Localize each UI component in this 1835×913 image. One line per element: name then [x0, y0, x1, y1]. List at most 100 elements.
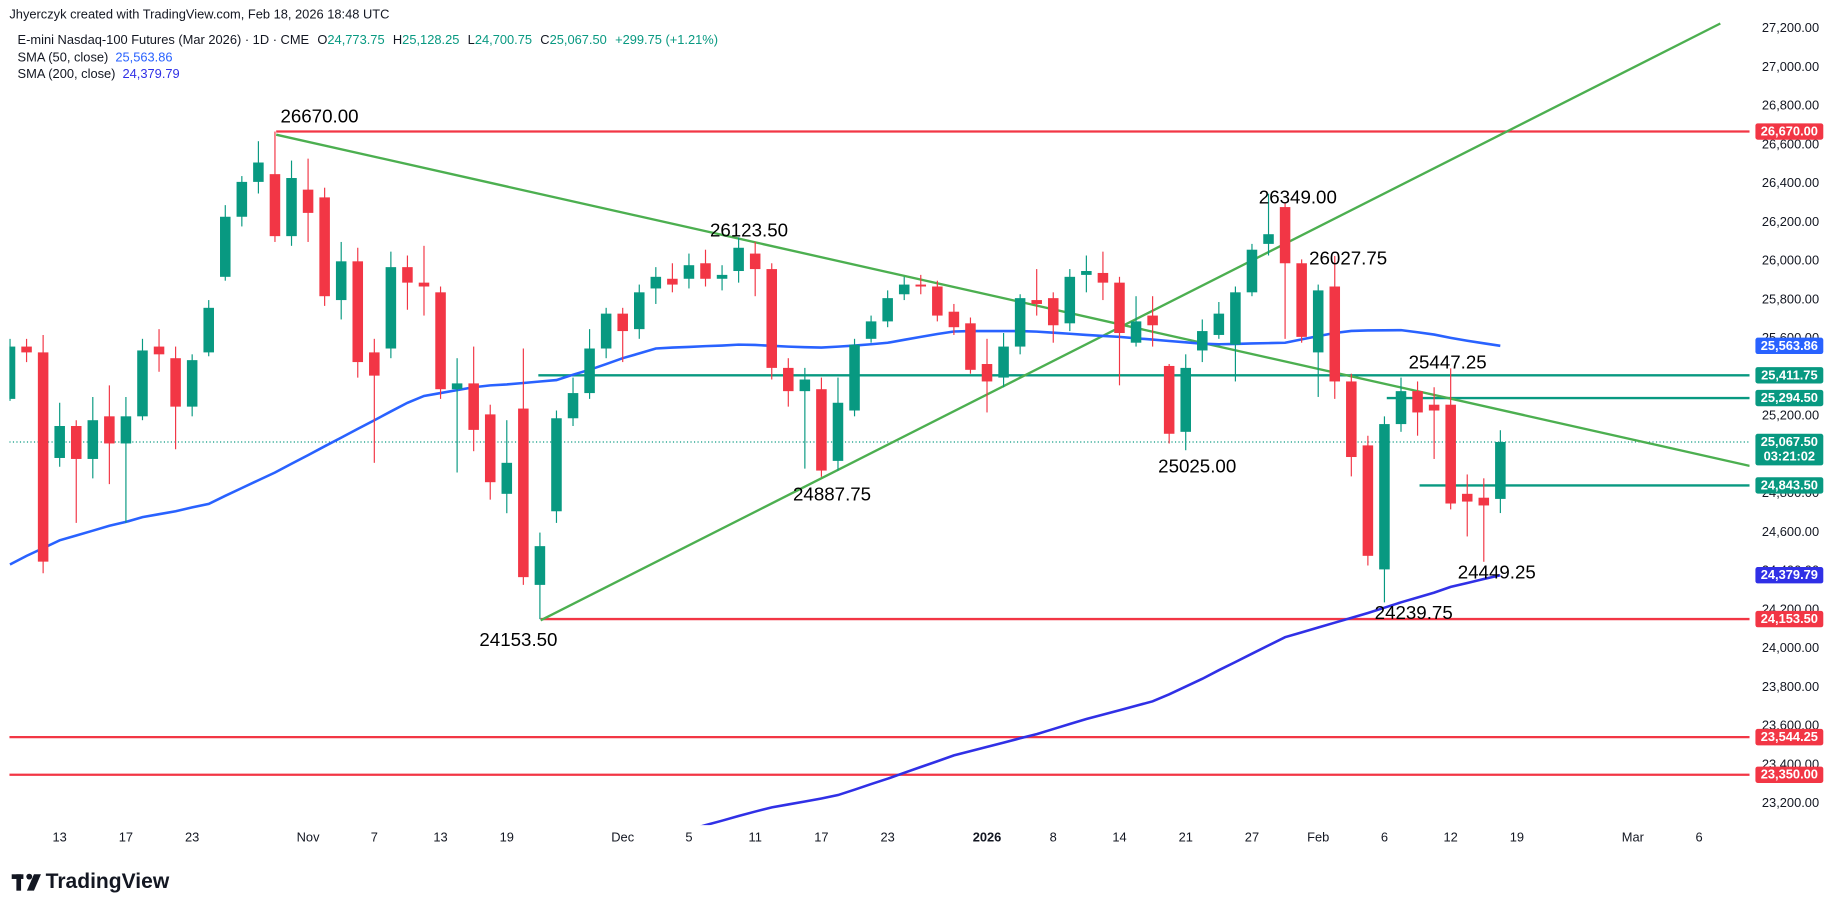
change: +299.75 (+1.21%)	[615, 32, 718, 47]
candle-body	[832, 402, 844, 461]
candle-body	[915, 284, 927, 287]
price-annotation: 24153.50	[479, 629, 557, 650]
sma-value: 24,379.79	[122, 66, 179, 81]
x-tick-label: 17	[814, 829, 828, 844]
candle-body	[418, 282, 430, 287]
x-tick-label: 6	[1695, 829, 1702, 844]
brand-logo: TradingView	[11, 870, 170, 893]
candle-body	[1428, 404, 1440, 411]
current-price-label: 25,067.50	[1761, 434, 1818, 449]
level-box	[1755, 766, 1824, 783]
price-annotation: 26670.00	[280, 105, 358, 126]
candle-body	[1263, 234, 1274, 244]
candle-body	[1064, 276, 1076, 324]
candle-body	[1362, 445, 1374, 556]
price-annotation: 24887.75	[793, 483, 871, 504]
x-tick-label: 23	[881, 829, 895, 844]
ohlc-value: 25,128.25	[402, 32, 459, 47]
candle-body	[220, 216, 231, 277]
candle-body	[468, 383, 479, 430]
x-tick-label: Feb	[1307, 829, 1329, 844]
price-annotation: 25447.25	[1409, 352, 1487, 373]
candle-body	[998, 346, 1009, 378]
current-price-box	[1755, 433, 1824, 466]
plot-area	[9, 22, 1750, 826]
candle-body	[170, 358, 181, 407]
candle-body	[567, 393, 579, 419]
x-tick-label: Nov	[297, 829, 320, 844]
y-tick-label: 26,000.00	[1762, 253, 1819, 268]
candle-body	[1147, 315, 1158, 326]
level-box	[1755, 389, 1824, 407]
price-annotation: 24449.25	[1458, 561, 1536, 582]
level-box	[1755, 610, 1824, 628]
ohlc-value: 25,067.50	[550, 32, 607, 47]
y-tick-label: 27,200.00	[1762, 20, 1819, 35]
y-tick-label: 23,200.00	[1762, 795, 1819, 810]
candle-body	[716, 274, 728, 279]
y-tick-label: 25,800.00	[1762, 291, 1819, 306]
ohlc-value: 24,773.75	[327, 32, 384, 47]
x-tick-label: 8	[1050, 829, 1057, 844]
candle-body	[799, 379, 811, 392]
x-tick-label: 2026	[973, 829, 1002, 844]
level-label: 24,153.50	[1761, 611, 1818, 626]
x-tick-label: 5	[685, 829, 692, 844]
x-tick-label: Mar	[1622, 829, 1645, 844]
candle-body	[369, 352, 380, 376]
candle-body	[965, 323, 976, 370]
candle-body	[667, 278, 678, 285]
candle-body	[766, 269, 778, 368]
credit: Jhyerczyk created with TradingView.com, …	[9, 7, 389, 22]
candle-body	[1097, 272, 1109, 283]
level-box	[1755, 123, 1824, 140]
trend-line	[540, 22, 1721, 622]
y-tick-label: 27,000.00	[1762, 59, 1819, 74]
candle-body	[898, 284, 910, 295]
sma-label: 25,563.86	[1761, 338, 1818, 353]
candle-body	[1047, 298, 1059, 326]
candle-body	[865, 321, 877, 339]
symbol-title: E-mini Nasdaq-100 Futures (Mar 2026) · 1…	[18, 32, 310, 47]
candle-body	[849, 344, 860, 411]
candle-body	[1329, 286, 1341, 382]
x-tick-label: 7	[371, 829, 378, 844]
y-tick-label: 25,200.00	[1762, 408, 1819, 423]
ohlc-key: C	[540, 32, 549, 47]
candle-body	[551, 418, 562, 512]
candle-body	[70, 426, 82, 459]
candle-body	[1246, 249, 1258, 293]
sma-line	[9, 328, 1501, 566]
x-tick-label: 11	[749, 829, 762, 844]
level-label: 24,843.50	[1761, 477, 1818, 492]
candle-body	[1495, 441, 1506, 499]
candle-body	[1478, 497, 1490, 506]
y-tick-label: 23,800.00	[1762, 679, 1819, 694]
sma-name: SMA (50, close)	[18, 50, 109, 65]
x-tick-label: 21	[1179, 829, 1193, 844]
legend-main: E-mini Nasdaq-100 Futures (Mar 2026) · 1…	[18, 32, 718, 47]
price-annotation: 25025.00	[1158, 456, 1236, 477]
candle-body	[269, 174, 281, 237]
candle-body	[501, 462, 513, 494]
candle-body	[1395, 391, 1407, 425]
level-box	[1755, 367, 1824, 384]
candle-body	[1114, 282, 1125, 334]
candle-body	[518, 408, 529, 578]
ohlc-key: L	[468, 32, 475, 47]
trend-line	[275, 133, 1750, 468]
candle-body	[87, 420, 99, 459]
candle-body	[981, 364, 993, 382]
sma-name: SMA (200, close)	[18, 66, 116, 81]
candle-body	[633, 292, 645, 330]
candle-body	[1445, 404, 1456, 504]
ohlc-key: H	[393, 32, 402, 47]
price-annotation: 26349.00	[1259, 186, 1337, 207]
candle-body	[1346, 381, 1357, 458]
candle-body	[700, 263, 711, 279]
candle-body	[584, 348, 595, 394]
candle-body	[9, 346, 16, 399]
candle-body	[1412, 391, 1423, 413]
legend-sma: SMA (50, close) 25,563.86	[18, 50, 173, 65]
